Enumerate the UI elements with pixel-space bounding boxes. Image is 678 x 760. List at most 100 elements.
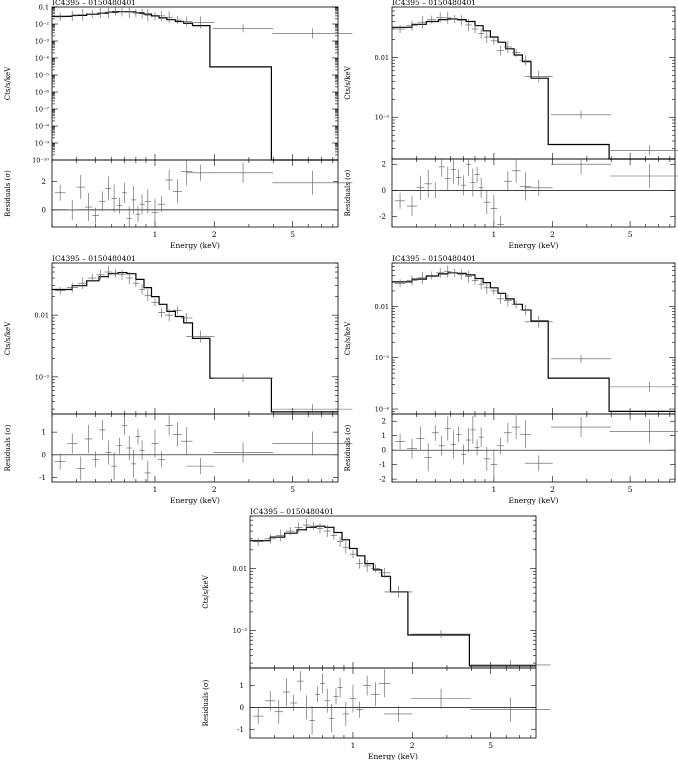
residual-point — [139, 194, 145, 215]
residual-point — [272, 170, 353, 195]
data-point — [551, 354, 612, 363]
residual-point — [84, 424, 93, 453]
data-point — [173, 16, 182, 25]
residual-point — [144, 189, 152, 214]
data-point — [144, 9, 152, 22]
residual-point — [126, 436, 132, 460]
residual-point — [371, 682, 380, 707]
chart-title: IC4395 – 0150480401 — [250, 507, 334, 516]
data-point — [471, 276, 479, 285]
residual-point — [337, 677, 343, 698]
data-point — [118, 7, 126, 17]
y-axis-label: Cts/s/keV — [344, 65, 352, 99]
x-tick-label: 2 — [550, 485, 555, 494]
data-point — [444, 265, 452, 278]
data-point — [54, 286, 66, 295]
residual-point — [483, 190, 491, 215]
residual-point — [470, 697, 551, 722]
residual-point — [461, 444, 467, 465]
residual-point — [444, 166, 451, 191]
spectrum-frame — [391, 262, 676, 415]
x-tick-label: 5 — [488, 741, 493, 750]
y-axis-label: Cts/s/keV — [4, 66, 12, 100]
residual-point — [474, 439, 480, 456]
data-point — [125, 7, 133, 19]
x-axis-label: Energy (keV) — [508, 241, 558, 250]
data-point — [151, 298, 159, 307]
data-point — [158, 10, 166, 21]
residual-point — [282, 678, 291, 707]
data-point — [323, 525, 331, 538]
data-point — [349, 550, 357, 559]
residual-frame — [51, 413, 339, 483]
data-point — [330, 531, 338, 540]
data-point — [310, 522, 317, 531]
data-point — [384, 585, 413, 598]
residual-point — [519, 172, 532, 201]
residual-point — [173, 422, 182, 447]
y-tick-label: 10⁻² — [35, 21, 50, 29]
residual-point — [496, 216, 504, 227]
data-point — [490, 286, 498, 295]
residual-point — [84, 193, 93, 222]
data-point — [490, 36, 498, 45]
data-point — [96, 269, 105, 280]
data-point — [213, 374, 274, 383]
residual-point — [465, 159, 471, 177]
residual-point — [551, 159, 612, 175]
residual-point — [324, 688, 330, 713]
residual-point — [173, 179, 182, 204]
residual-point — [265, 690, 276, 711]
residual-point — [297, 671, 304, 692]
y-tick-label: 10⁻³ — [375, 114, 390, 122]
residual-frame — [391, 158, 676, 228]
y-tick-label: 10⁻⁴ — [35, 55, 50, 63]
residual-point — [470, 415, 476, 444]
residual-axis-label: Residuals (σ) — [4, 424, 12, 471]
residual-point — [274, 699, 283, 724]
y-tick-label: 10⁻⁸ — [35, 123, 50, 131]
data-point — [436, 267, 445, 278]
residual-point — [356, 701, 364, 718]
residual-point — [465, 428, 471, 453]
y-tick-label: 10⁻³ — [35, 38, 50, 46]
residual-tick-label: -1 — [379, 461, 386, 469]
data-point — [394, 279, 406, 288]
data-point — [118, 269, 126, 280]
residual-point — [165, 169, 174, 190]
residual-tick-label: 2 — [382, 161, 386, 169]
residual-point — [490, 194, 498, 223]
y-tick-label: 10⁻⁷ — [35, 106, 50, 114]
chart-panel-5: IC4395 – 0150480401 1 2 5 Energy (keV) Cts/s/… — [202, 507, 551, 760]
data-point — [87, 273, 97, 282]
residual-point — [406, 196, 418, 217]
data-point — [252, 537, 264, 546]
residual-point — [424, 443, 432, 472]
data-point — [363, 559, 372, 572]
residual-point — [135, 428, 141, 445]
residual-point — [131, 449, 137, 478]
residual-point — [158, 196, 166, 213]
y-tick-label: 0.01 — [35, 312, 49, 320]
residual-point — [349, 684, 357, 713]
data-point — [444, 11, 452, 24]
residual-tick-label: 1 — [382, 432, 386, 440]
residual-tick-label: 2 — [382, 418, 386, 426]
residual-point — [384, 705, 413, 722]
data-point — [77, 8, 88, 21]
residual-point — [342, 701, 350, 726]
residual-point — [496, 437, 504, 454]
chart-title: IC4395 – 0150480401 — [392, 0, 476, 7]
data-point — [213, 24, 274, 33]
data-point — [511, 48, 521, 57]
x-tick-label: 1 — [153, 230, 158, 239]
data-point — [524, 70, 553, 83]
data-point — [96, 7, 105, 18]
data-point — [125, 271, 133, 284]
data-point — [264, 533, 276, 544]
data-point — [316, 523, 324, 534]
data-point — [483, 281, 491, 294]
residual-point — [290, 695, 298, 711]
residual-point — [456, 426, 462, 443]
residual-point — [424, 169, 432, 198]
